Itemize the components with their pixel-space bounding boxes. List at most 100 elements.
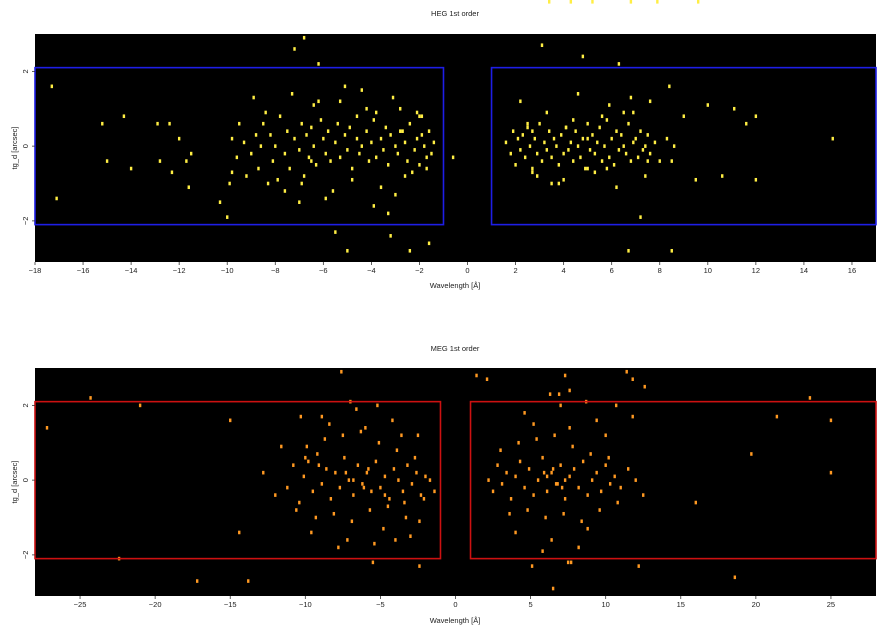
heg-event-point	[187, 185, 190, 190]
meg-event-point	[625, 369, 628, 374]
meg-event-point	[475, 373, 478, 378]
heg-x-tick-label: 10	[704, 266, 712, 275]
heg-event-point	[283, 151, 287, 156]
meg-event-point	[627, 467, 630, 471]
meg-event-point	[562, 511, 565, 516]
meg-event-point	[508, 511, 511, 516]
meg-event-point	[415, 470, 418, 475]
heg-event-point	[531, 129, 534, 133]
heg-event-point	[605, 166, 609, 171]
heg-event-point	[574, 129, 577, 133]
heg-event-point	[411, 170, 414, 175]
meg-x-tick-label: −25	[74, 600, 87, 609]
meg-event-point	[694, 500, 697, 505]
meg-event-point	[505, 470, 508, 475]
heg-event-point	[721, 174, 724, 178]
meg-x-tick-label: −5	[376, 600, 385, 609]
meg-event-points	[45, 369, 833, 591]
meg-event-point	[299, 414, 303, 419]
heg-event-point	[526, 125, 529, 130]
meg-event-point	[571, 444, 574, 449]
heg-event-point	[326, 129, 330, 133]
heg-event-point	[290, 92, 294, 96]
heg-event-point	[394, 192, 397, 197]
heg-event-point	[536, 151, 539, 156]
meg-event-point	[397, 478, 400, 482]
meg-event-point	[229, 418, 232, 423]
meg-event-point	[350, 519, 354, 524]
meg-event-point	[428, 478, 432, 482]
meg-event-point	[409, 534, 412, 538]
meg-y-tick-label: 2	[21, 403, 30, 407]
heg-event-point	[355, 114, 359, 119]
meg-event-point	[590, 478, 594, 482]
heg-event-point	[629, 0, 633, 4]
meg-event-point	[631, 414, 634, 419]
heg-event-point	[242, 140, 246, 145]
heg-event-point	[754, 114, 758, 119]
heg-event-point	[415, 110, 419, 115]
meg-x-tick-label: −15	[224, 600, 237, 609]
meg-event-point	[341, 433, 345, 438]
meg-event-point	[410, 482, 414, 486]
meg-event-point	[560, 485, 564, 490]
heg-event-point	[254, 133, 258, 137]
heg-event-point	[387, 163, 390, 167]
meg-event-point	[391, 418, 394, 423]
heg-event-point	[230, 170, 234, 175]
heg-event-point	[394, 144, 397, 148]
heg-event-point	[262, 121, 265, 126]
heg-event-point	[627, 248, 630, 253]
meg-event-point	[550, 538, 553, 542]
meg-panel: MEG 1st order −25 −20 −15 −10 −5 0 5 10 15 20 25 −…	[10, 344, 877, 625]
meg-event-point	[419, 493, 423, 497]
heg-event-point	[235, 155, 239, 160]
heg-event-point	[329, 159, 332, 163]
heg-event-point	[387, 211, 390, 216]
heg-event-point	[629, 159, 633, 163]
meg-event-point	[377, 440, 381, 445]
meg-event-point	[433, 489, 436, 494]
meg-event-point	[325, 467, 328, 471]
heg-event-point	[634, 136, 637, 141]
meg-event-point	[541, 549, 544, 553]
meg-event-point	[317, 463, 321, 467]
heg-event-point	[648, 99, 652, 104]
meg-event-point	[392, 467, 396, 471]
heg-event-point	[610, 136, 613, 141]
meg-event-point	[359, 429, 363, 434]
heg-event-point	[646, 159, 649, 163]
meg-event-point	[344, 470, 348, 475]
meg-event-point	[496, 463, 499, 467]
heg-event-point	[317, 62, 320, 66]
heg-event-point	[266, 181, 270, 186]
heg-event-point	[379, 185, 383, 190]
heg-event-point	[531, 170, 534, 175]
heg-event-point	[372, 204, 375, 208]
meg-x-tick-label: 25	[827, 600, 835, 609]
meg-event-point	[604, 463, 607, 467]
heg-x-tick-label: −16	[77, 266, 90, 275]
heg-event-point	[745, 121, 748, 126]
heg-event-point	[370, 140, 373, 145]
heg-event-point	[586, 136, 589, 141]
heg-event-point	[343, 133, 347, 137]
meg-event-point	[631, 377, 634, 382]
heg-event-point	[733, 106, 736, 111]
heg-event-point	[379, 136, 383, 141]
heg-event-point	[511, 129, 515, 133]
meg-event-point	[514, 474, 517, 479]
meg-event-point	[545, 474, 549, 479]
meg-event-point	[523, 411, 526, 415]
heg-event-point	[228, 181, 231, 186]
meg-event-point	[320, 482, 324, 486]
heg-event-point	[310, 125, 313, 130]
heg-y-axis-label: tg_d [arcsec]	[10, 127, 19, 170]
heg-event-point	[288, 166, 291, 171]
meg-event-point	[541, 455, 544, 460]
heg-event-point	[754, 177, 758, 182]
heg-x-tick-label: −8	[271, 266, 280, 275]
heg-event-point	[514, 163, 517, 167]
heg-event-point	[346, 248, 349, 253]
meg-event-point	[329, 497, 333, 501]
